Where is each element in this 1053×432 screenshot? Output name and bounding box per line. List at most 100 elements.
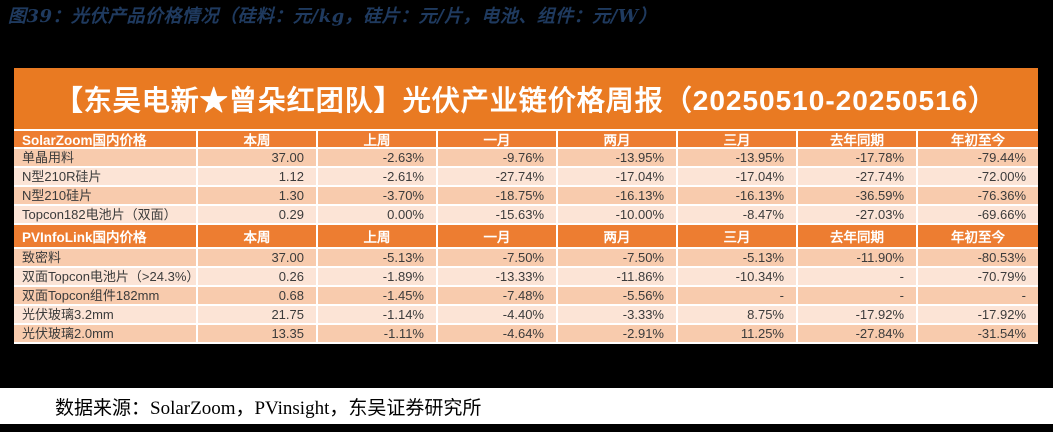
value-cell: 1.12	[198, 168, 318, 187]
value-cell: -5.13%	[678, 249, 798, 268]
value-cell: -2.61%	[318, 168, 438, 187]
value-cell: 0.29	[198, 206, 318, 225]
row-label-cell: 光伏玻璃3.2mm	[14, 306, 198, 325]
value-cell: -79.44%	[918, 149, 1038, 168]
value-cell: -27.03%	[798, 206, 918, 225]
table-row: 光伏玻璃2.0mm 13.35 -1.11% -4.64% -2.91% 11.25% -2…	[14, 325, 1038, 344]
value-cell: -11.90%	[798, 249, 918, 268]
column-header-cell: 两月	[558, 225, 678, 249]
value-cell: -13.95%	[678, 149, 798, 168]
table-row: N型210R硅片 1.12 -2.61% -27.74% -17.04% -17.04% -…	[14, 168, 1038, 187]
value-cell: -15.63%	[438, 206, 558, 225]
value-cell: 37.00	[198, 149, 318, 168]
value-cell: 1.30	[198, 187, 318, 206]
value-cell: -17.78%	[798, 149, 918, 168]
column-header-cell: 本周	[198, 225, 318, 249]
value-cell: -4.64%	[438, 325, 558, 344]
value-cell: -	[798, 268, 918, 287]
value-cell: -27.74%	[798, 168, 918, 187]
value-cell: -4.40%	[438, 306, 558, 325]
value-cell: -11.86%	[558, 268, 678, 287]
column-header-cell: 上周	[318, 131, 438, 149]
value-cell: -76.36%	[918, 187, 1038, 206]
column-header-cell: 三月	[678, 225, 798, 249]
value-cell: -27.84%	[798, 325, 918, 344]
source-strip: 数据来源：SolarZoom，PVinsight，东吴证券研究所	[0, 388, 1053, 424]
value-cell: 37.00	[198, 249, 318, 268]
value-cell: -3.70%	[318, 187, 438, 206]
table-row: Topcon182电池片（双面） 0.29 0.00% -15.63% -10.00% -…	[14, 206, 1038, 225]
value-cell: -2.63%	[318, 149, 438, 168]
section-name-cell: SolarZoom国内价格	[14, 131, 198, 149]
row-label-cell: 双面Topcon组件182mm	[14, 287, 198, 306]
value-cell: 8.75%	[678, 306, 798, 325]
value-cell: -72.00%	[918, 168, 1038, 187]
value-cell: -70.79%	[918, 268, 1038, 287]
column-header-cell: 去年同期	[798, 131, 918, 149]
column-header-cell: 年初至今	[918, 225, 1038, 249]
value-cell: -7.48%	[438, 287, 558, 306]
value-cell: 11.25%	[678, 325, 798, 344]
column-header-cell: 一月	[438, 131, 558, 149]
value-cell: -9.76%	[438, 149, 558, 168]
section-header-row: PVInfoLink国内价格 本周 上周 一月 两月 三月 去年同期 年初至今	[14, 225, 1038, 249]
value-cell: -1.45%	[318, 287, 438, 306]
value-cell: -17.04%	[678, 168, 798, 187]
source-note: 数据来源：SolarZoom，PVinsight，东吴证券研究所	[55, 397, 482, 419]
value-cell: -7.50%	[438, 249, 558, 268]
value-cell: -27.74%	[438, 168, 558, 187]
section-name-cell: PVInfoLink国内价格	[14, 225, 198, 249]
column-header-cell: 本周	[198, 131, 318, 149]
pv-price-table: 【东吴电新★曾朵红团队】光伏产业链价格周报（20250510-20250516）…	[14, 68, 1038, 344]
value-cell: -	[798, 287, 918, 306]
value-cell: -80.53%	[918, 249, 1038, 268]
row-label-cell: N型210R硅片	[14, 168, 198, 187]
value-cell: -36.59%	[798, 187, 918, 206]
value-cell: -1.11%	[318, 325, 438, 344]
section-header-row: SolarZoom国内价格 本周 上周 一月 两月 三月 去年同期 年初至今	[14, 131, 1038, 149]
column-header-cell: 三月	[678, 131, 798, 149]
value-cell: -2.91%	[558, 325, 678, 344]
value-cell: -13.33%	[438, 268, 558, 287]
column-header-cell: 上周	[318, 225, 438, 249]
table-body: SolarZoom国内价格 本周 上周 一月 两月 三月 去年同期 年初至今 单晶用料 37.00…	[14, 131, 1038, 344]
value-cell: -3.33%	[558, 306, 678, 325]
table-row: 单晶用料 37.00 -2.63% -9.76% -13.95% -13.95% -17.7…	[14, 149, 1038, 168]
table-row: N型210硅片 1.30 -3.70% -18.75% -16.13% -16.13% -3…	[14, 187, 1038, 206]
value-cell: -16.13%	[678, 187, 798, 206]
value-cell: -13.95%	[558, 149, 678, 168]
value-cell: 21.75	[198, 306, 318, 325]
value-cell: -16.13%	[558, 187, 678, 206]
row-label-cell: 双面Topcon电池片（>24.3%）	[14, 268, 199, 287]
value-cell: -18.75%	[438, 187, 558, 206]
table-main-header: 【东吴电新★曾朵红团队】光伏产业链价格周报（20250510-20250516）	[14, 68, 1038, 131]
row-label-cell: 致密料	[14, 249, 198, 268]
value-cell: -10.34%	[678, 268, 798, 287]
table-row: 光伏玻璃3.2mm 21.75 -1.14% -4.40% -3.33% 8.75% -17…	[14, 306, 1038, 325]
row-label-cell: Topcon182电池片（双面）	[14, 206, 198, 225]
value-cell: 0.00%	[318, 206, 438, 225]
value-cell: -17.92%	[918, 306, 1038, 325]
value-cell: -8.47%	[678, 206, 798, 225]
value-cell: -10.00%	[558, 206, 678, 225]
value-cell: -	[678, 287, 798, 306]
row-label-cell: 光伏玻璃2.0mm	[14, 325, 198, 344]
column-header-cell: 两月	[558, 131, 678, 149]
value-cell: 0.26	[198, 268, 318, 287]
column-header-cell: 一月	[438, 225, 558, 249]
value-cell: -1.89%	[318, 268, 438, 287]
row-label-cell: N型210硅片	[14, 187, 198, 206]
column-header-cell: 去年同期	[798, 225, 918, 249]
table-row: 双面Topcon组件182mm 0.68 -1.45% -7.48% -5.56% - - -	[14, 287, 1038, 306]
value-cell: -	[918, 287, 1038, 306]
table-row: 致密料 37.00 -5.13% -7.50% -7.50% -5.13% -11.90% -…	[14, 249, 1038, 268]
table-row: 双面Topcon电池片（>24.3%） 0.26 -1.89% -13.33% -11.…	[14, 268, 1038, 287]
value-cell: -5.56%	[558, 287, 678, 306]
figure-title: 图39：光伏产品价格情况（硅料：元/kg，硅片：元/片，电池、组件：元/W）	[8, 6, 658, 27]
value-cell: -17.04%	[558, 168, 678, 187]
value-cell: -17.92%	[798, 306, 918, 325]
row-label-cell: 单晶用料	[14, 149, 198, 168]
value-cell: -7.50%	[558, 249, 678, 268]
value-cell: -31.54%	[918, 325, 1038, 344]
value-cell: 13.35	[198, 325, 318, 344]
